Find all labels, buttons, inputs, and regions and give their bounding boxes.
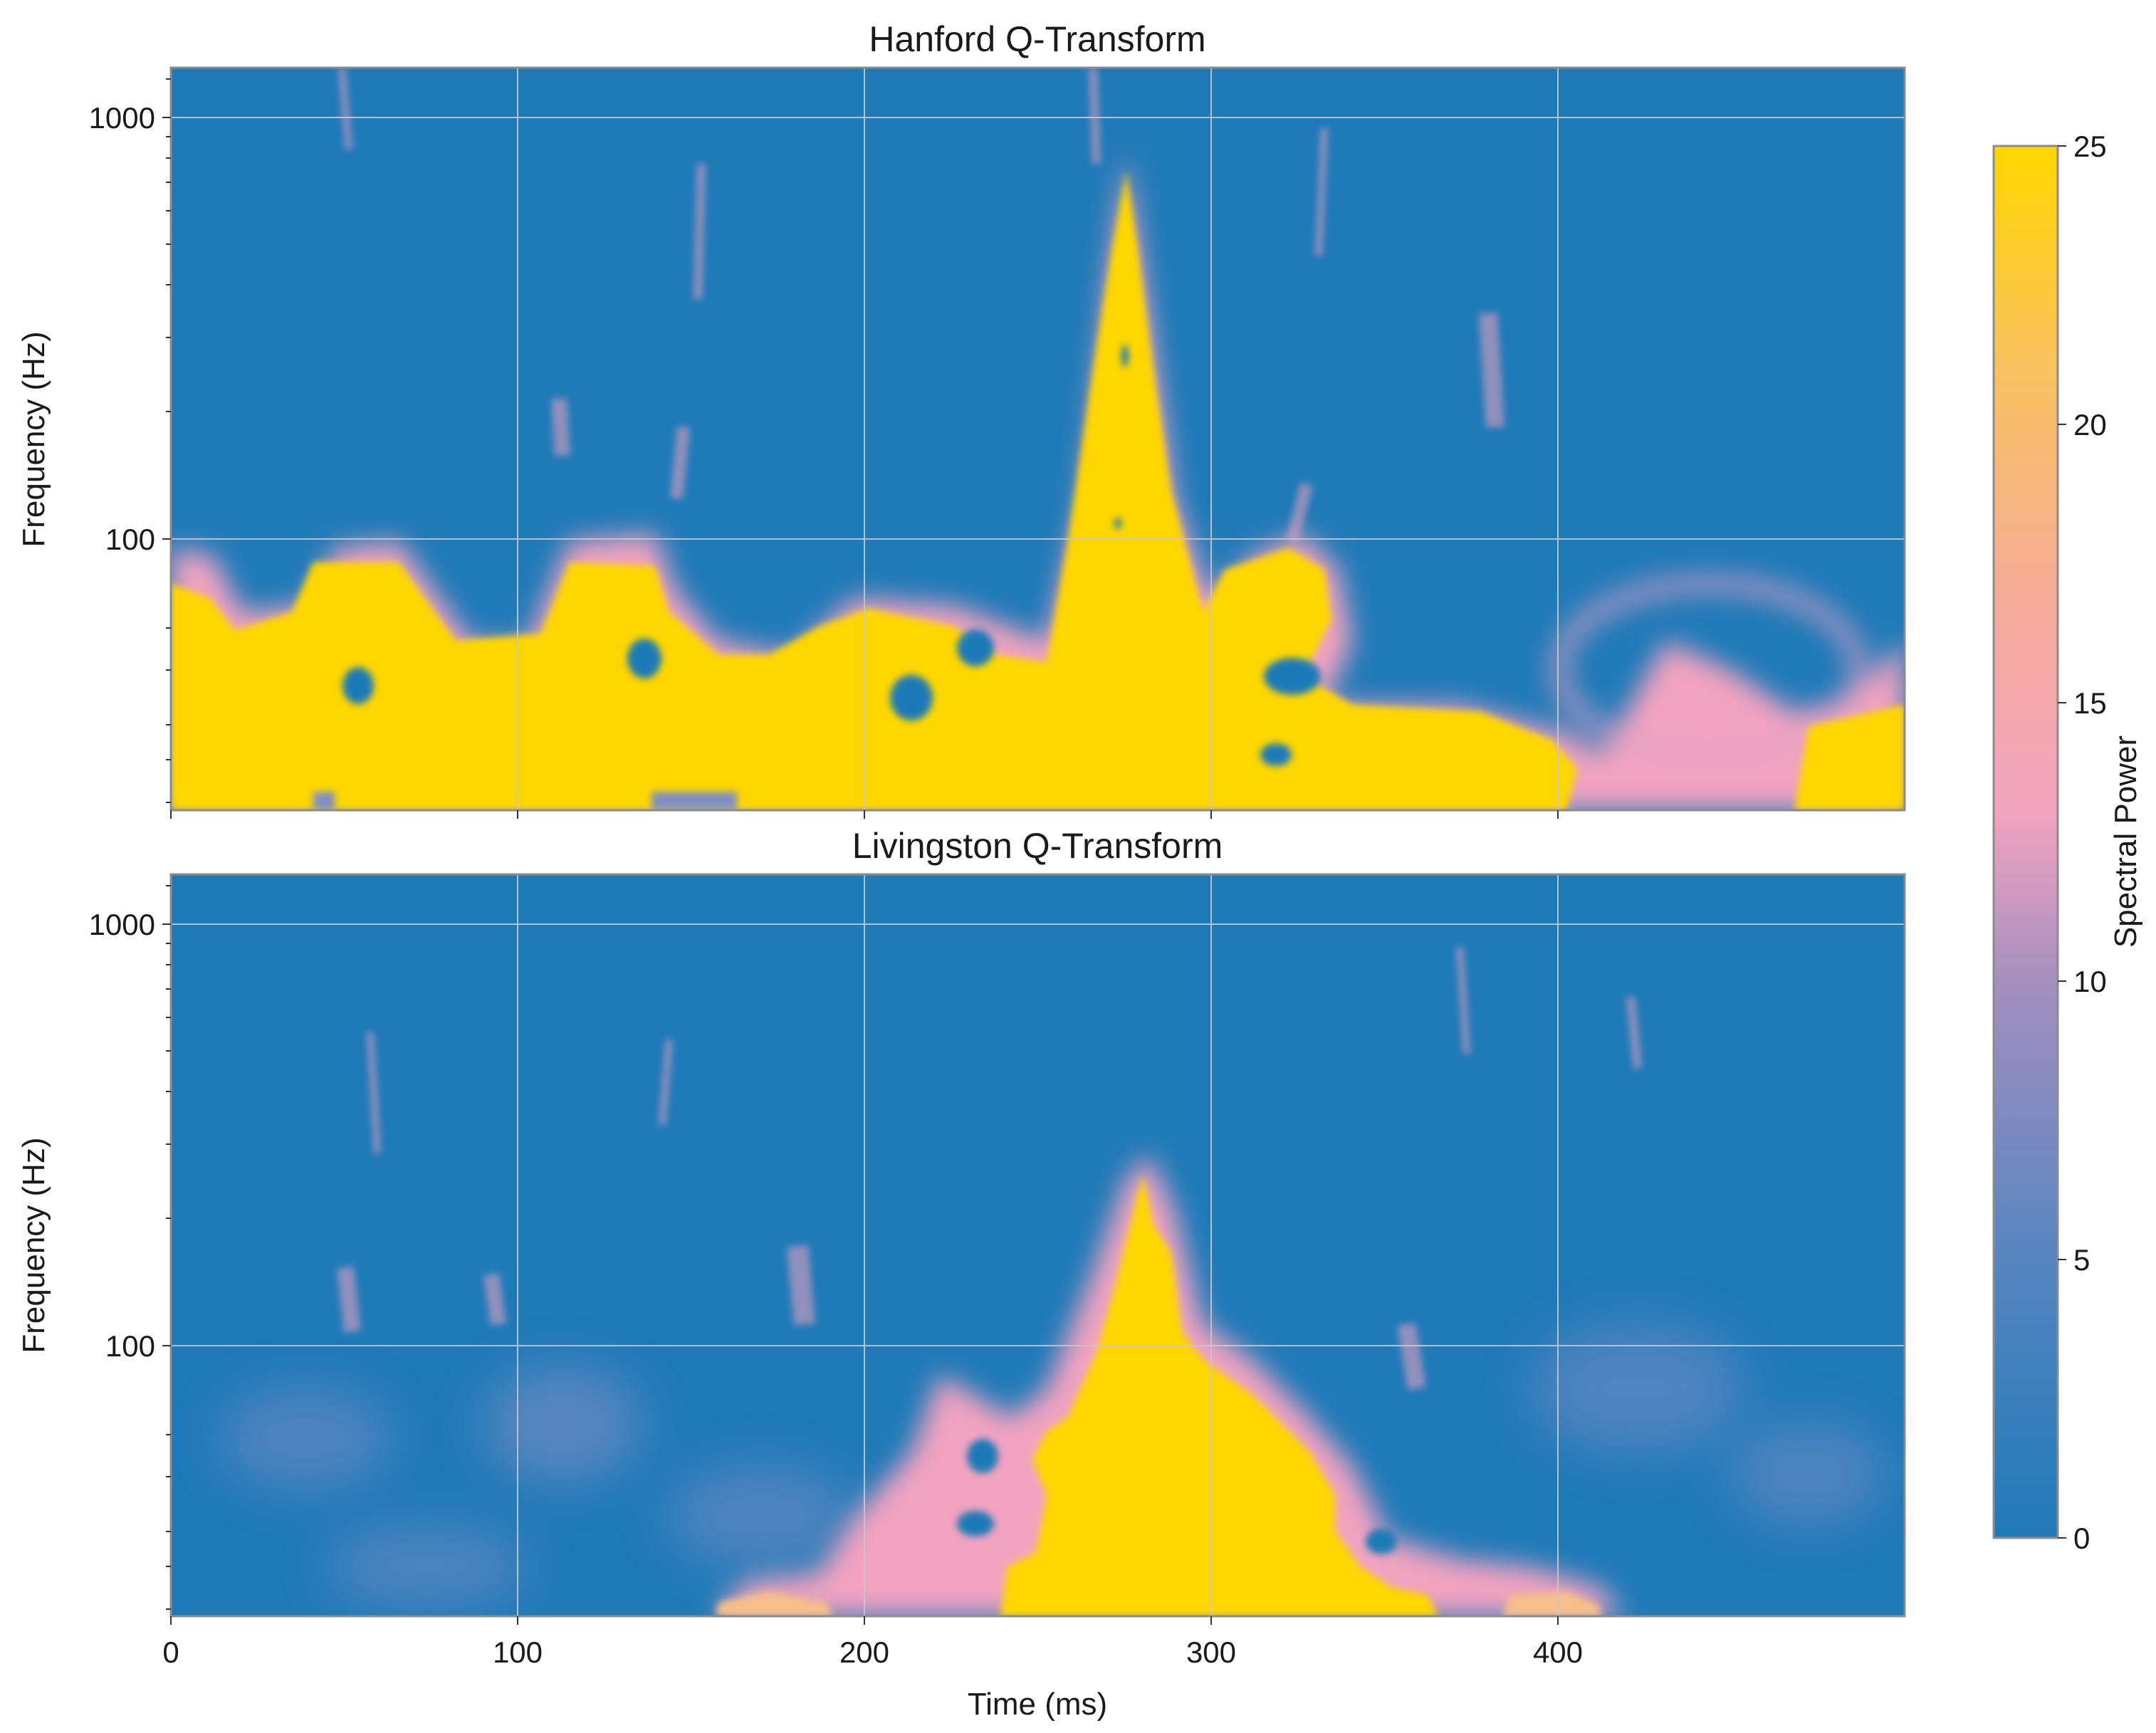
- livingston-axes-frame: [169, 873, 1906, 1618]
- hanford-title: Hanford Q-Transform: [869, 19, 1205, 59]
- colorbar-tick-5: 5: [2073, 1243, 2090, 1277]
- livingston-ylabel: Frequency (Hz): [16, 1137, 51, 1353]
- hanford-gridlines: [171, 68, 1905, 810]
- colorbar-tick-10: 10: [2073, 965, 2107, 998]
- hanford-x-ticks: [170, 810, 1559, 819]
- colorbar-label: Spectral Power: [2108, 735, 2143, 948]
- hanford-heatmap: [171, 68, 1905, 810]
- xlabel: Time (ms): [968, 1687, 1107, 1722]
- hanford-holes: [313, 345, 1321, 810]
- xtick-100: 100: [493, 1635, 543, 1669]
- colorbar-tick-25: 25: [2073, 130, 2107, 163]
- hanford-axes-frame: [169, 66, 1906, 812]
- livingston-panel: Livingston Q-Transform: [16, 826, 1906, 1722]
- hanford-y-ticks: [162, 78, 171, 803]
- xtick-200: 200: [839, 1635, 889, 1669]
- livingston-background-blobs: [221, 1324, 1887, 1606]
- livingston-x-ticks: [170, 1616, 1559, 1625]
- colorbar-tick-15: 15: [2073, 686, 2107, 720]
- livingston-loud-region: [716, 1175, 1602, 1616]
- livingston-ytick-1000: 1000: [89, 908, 155, 941]
- xtick-0: 0: [162, 1635, 179, 1669]
- livingston-noise-streaks: [337, 946, 1642, 1391]
- livingston-heatmap: [171, 874, 1905, 1616]
- xtick-400: 400: [1533, 1635, 1583, 1669]
- livingston-title: Livingston Q-Transform: [852, 826, 1223, 866]
- livingston-y-ticks: [162, 885, 171, 1610]
- livingston-gridlines: [171, 874, 1905, 1616]
- colorbar-tick-0: 0: [2073, 1522, 2090, 1555]
- colorbar-tick-20: 20: [2073, 408, 2107, 441]
- hanford-ylabel: Frequency (Hz): [16, 331, 51, 547]
- colorbar-gradient: [1992, 145, 2059, 1539]
- livingston-ytick-100: 100: [105, 1329, 155, 1363]
- hanford-panel: Hanford Q-Transform: [16, 19, 1906, 819]
- hanford-ytick-100: 100: [105, 523, 155, 556]
- xtick-300: 300: [1186, 1635, 1236, 1669]
- colorbar: 0 5 10 15 20 25 Spectral Power: [1992, 130, 2143, 1555]
- hanford-ytick-1000: 1000: [89, 101, 155, 135]
- livingston-holes: [957, 1439, 1397, 1554]
- hanford-noise-streaks: [338, 68, 1505, 543]
- hanford-loud-region: [171, 171, 1905, 810]
- colorbar-ticks: [2058, 145, 2066, 1539]
